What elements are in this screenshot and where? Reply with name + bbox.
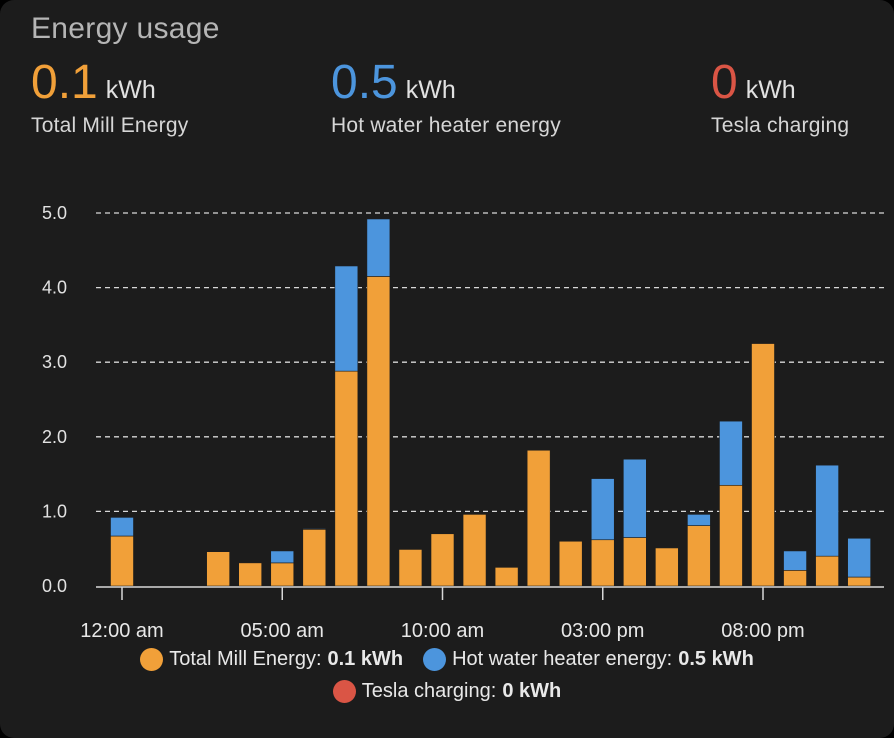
legend-dot-icon xyxy=(140,648,164,671)
stat-unit: kWh xyxy=(745,76,796,104)
bar xyxy=(590,478,615,541)
y-tick-label: 2.0 xyxy=(42,427,67,447)
legend-item-tesla-charging[interactable]: Tesla charging: 0 kWh xyxy=(332,680,562,703)
stat-hot-water-heater-energy[interactable]: 0.5 kWh Hot water heater energy xyxy=(331,56,561,138)
stat-unit: kWh xyxy=(405,76,456,104)
y-tick-label: 0.0 xyxy=(42,576,67,596)
bar xyxy=(334,265,359,372)
x-tick-label: 10:00 am xyxy=(401,620,484,642)
legend-row-2: Tesla charging: 0 kWh xyxy=(0,680,894,703)
bar xyxy=(622,537,647,587)
bar xyxy=(238,562,262,587)
bar xyxy=(110,517,134,537)
legend-name: Tesla charging: xyxy=(361,680,497,702)
legend-value: 0.1 kWh xyxy=(327,648,404,670)
stat-unit: kWh xyxy=(105,76,156,104)
bars xyxy=(110,218,871,587)
bar xyxy=(815,464,839,557)
bar xyxy=(302,529,327,587)
y-tick-label: 4.0 xyxy=(42,278,67,298)
axes: 0.0 1.0 2.0 3.0 4.0 5.0 12:00 am 05:00 am 10:00 … xyxy=(42,203,884,642)
bar xyxy=(366,276,391,587)
bar xyxy=(206,551,230,587)
bar xyxy=(462,514,487,587)
bar xyxy=(815,555,839,587)
legend-item-hot-water-heater-energy[interactable]: Hot water heater energy: 0.5 kWh xyxy=(423,648,754,671)
bar xyxy=(622,458,647,538)
bar xyxy=(687,514,711,526)
bar xyxy=(270,562,295,587)
legend-row-1: Total Mill Energy: 0.1 kWh Hot water hea… xyxy=(0,648,894,671)
stat-value: 0 xyxy=(711,56,738,109)
y-tick-label: 1.0 xyxy=(42,501,67,521)
bar xyxy=(590,539,615,587)
legend-item-total-mill-energy[interactable]: Total Mill Energy: 0.1 kWh xyxy=(140,648,403,671)
stat-label: Total Mill Energy xyxy=(31,114,189,137)
bar xyxy=(751,343,775,587)
legend-value: 0.5 kWh xyxy=(678,648,754,670)
bar xyxy=(783,550,807,571)
legend-dot-icon xyxy=(332,680,356,703)
bar xyxy=(430,533,455,587)
bar xyxy=(526,449,551,587)
bar xyxy=(847,537,871,578)
bar xyxy=(110,535,134,587)
bar xyxy=(719,484,743,587)
bar xyxy=(366,218,391,277)
legend-dot-icon xyxy=(423,648,447,671)
card-title: Energy usage xyxy=(31,12,220,45)
y-tick-label: 5.0 xyxy=(42,203,67,223)
bar xyxy=(398,549,423,587)
bar xyxy=(302,528,327,530)
stat-label: Hot water heater energy xyxy=(331,114,561,137)
y-tick-label: 3.0 xyxy=(42,352,67,372)
bar xyxy=(655,547,679,587)
stat-value: 0.1 xyxy=(31,56,98,109)
bar xyxy=(783,570,807,587)
legend-value: 0 kWh xyxy=(502,680,562,702)
legend-name: Total Mill Energy: xyxy=(169,648,322,670)
stat-value: 0.5 xyxy=(331,56,398,109)
stat-total-mill-energy[interactable]: 0.1 kWh Total Mill Energy xyxy=(31,56,188,138)
bar xyxy=(270,550,295,564)
bar xyxy=(719,420,743,486)
bar xyxy=(847,576,871,587)
x-tick-label: 03:00 pm xyxy=(561,620,644,642)
stat-label: Tesla charging xyxy=(711,114,850,137)
bar xyxy=(334,370,359,587)
x-tick-label: 08:00 pm xyxy=(721,620,804,642)
stat-tesla-charging[interactable]: 0 kWh Tesla charging xyxy=(711,56,849,138)
bar xyxy=(687,525,711,587)
legend-name: Hot water heater energy: xyxy=(452,648,673,670)
bar xyxy=(494,567,519,587)
x-tick-label: 12:00 am xyxy=(80,620,163,642)
bar xyxy=(558,540,583,587)
x-tick-label: 05:00 am xyxy=(241,620,324,642)
